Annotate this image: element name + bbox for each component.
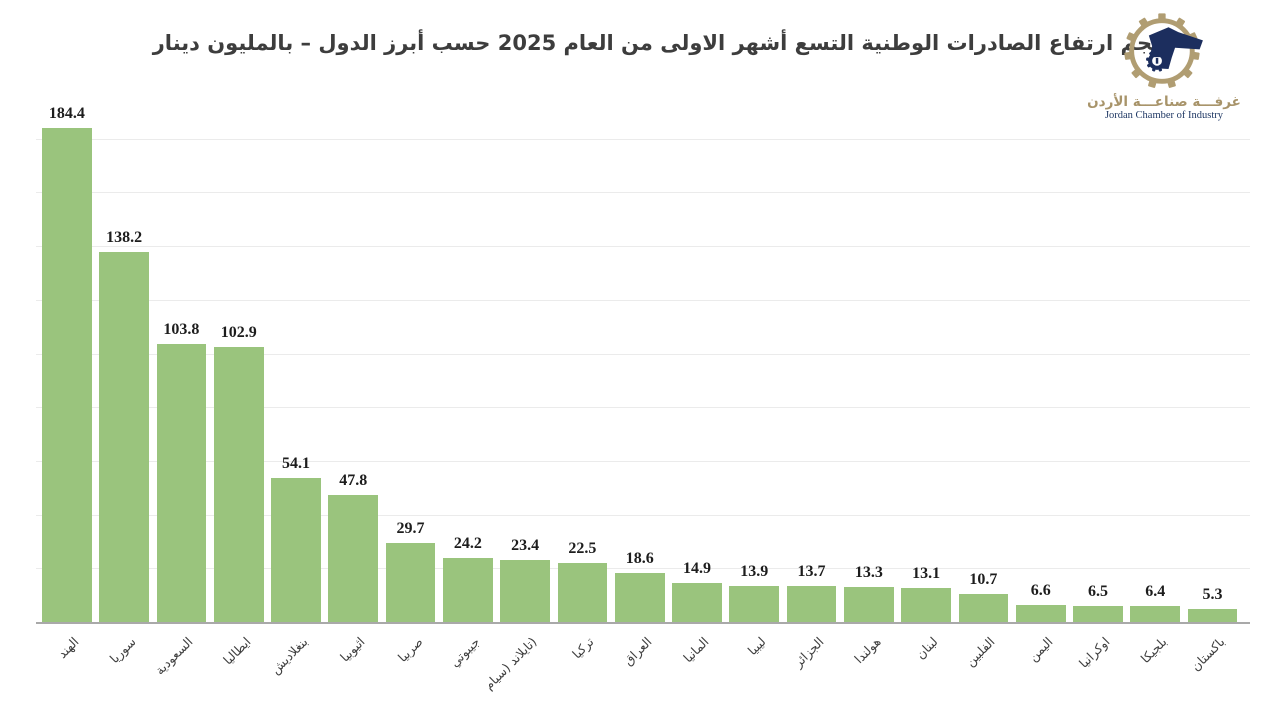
bar-value-label: 29.7 — [396, 520, 425, 538]
bar-value-label: 5.3 — [1202, 585, 1223, 603]
bar-value-label: 18.6 — [625, 550, 654, 568]
bar-value-label: 13.3 — [854, 564, 883, 582]
bar-value-label: 102.9 — [220, 323, 257, 341]
bar-value-label: 54.1 — [281, 454, 310, 472]
bar-بنغلاديش — [271, 477, 321, 623]
bar-تركيا — [557, 562, 608, 623]
bar-value-label: 6.4 — [1145, 582, 1166, 600]
bar-ليبيا — [729, 585, 780, 623]
gridline — [36, 192, 1250, 194]
gridline — [36, 407, 1250, 409]
bar-value-label: 6.5 — [1087, 582, 1108, 600]
bar-value-label: 13.9 — [740, 562, 769, 580]
bar-value-label: 6.6 — [1030, 582, 1051, 600]
logo-name-arabic: غرفـــة صناعـــة الأردن — [1087, 94, 1241, 110]
bar-جيبوتي — [443, 558, 493, 623]
bar-value-label: 10.7 — [969, 571, 998, 589]
bar-بلجيكا — [1130, 605, 1181, 623]
bar-value-label: 184.4 — [48, 104, 85, 122]
bar-value-label: 22.5 — [568, 539, 597, 557]
bar-الفلبين — [958, 594, 1009, 623]
bar-value-label: 24.2 — [453, 535, 482, 553]
x-axis-line — [36, 622, 1250, 624]
jordan-chamber-logo: غرفـــة صناعـــة الأردن Jordan Chamber o… — [1076, 10, 1252, 121]
chart-title: حجم ارتفاع الصادرات الوطنية التسع أشهر ا… — [152, 31, 1168, 55]
bar-السعودية — [156, 344, 207, 623]
bar-اثيوبيا — [328, 494, 379, 623]
bar-سوريا — [99, 251, 149, 623]
bar-value-label: 14.9 — [682, 560, 711, 577]
bar-value-label: 47.8 — [339, 471, 368, 489]
gridline — [36, 514, 1250, 516]
bar-هولندا — [844, 587, 894, 623]
bar-value-label: 13.1 — [912, 564, 941, 582]
gridline — [36, 299, 1250, 301]
bar-لبنان — [901, 587, 951, 623]
bar-العراق — [614, 573, 665, 623]
gridline — [36, 568, 1250, 570]
bar-باكستان — [1187, 608, 1238, 623]
bar-value-label: 23.4 — [511, 537, 540, 555]
bar-value-label: 103.8 — [163, 321, 200, 339]
bar-صربيا — [385, 543, 436, 623]
gridline — [36, 353, 1250, 355]
bar-value-label: 13.7 — [797, 563, 826, 581]
bar-chart-plot-area: 184.4 138.2 103.8 102.9 54.1 47.8 29.7 24.2 23.4… — [36, 86, 1250, 623]
gridline — [36, 460, 1250, 462]
gear-emblem-icon — [1124, 13, 1203, 88]
bar-الجزائر — [786, 586, 837, 623]
logo-name-english: Jordan Chamber of Industry — [1104, 110, 1224, 121]
gridline — [36, 246, 1250, 248]
bar-اليمن — [1015, 605, 1066, 623]
bar-ايطاليا — [213, 346, 264, 623]
gridline — [36, 138, 1250, 140]
bar-اوكرانيا — [1073, 605, 1123, 623]
bar-value-label: 138.2 — [106, 228, 143, 246]
inner-gear-icon — [1146, 46, 1169, 72]
bar-الهند — [42, 127, 92, 623]
bar-(تايلاند (سيام — [500, 560, 550, 623]
bar-المانيا — [672, 583, 722, 623]
